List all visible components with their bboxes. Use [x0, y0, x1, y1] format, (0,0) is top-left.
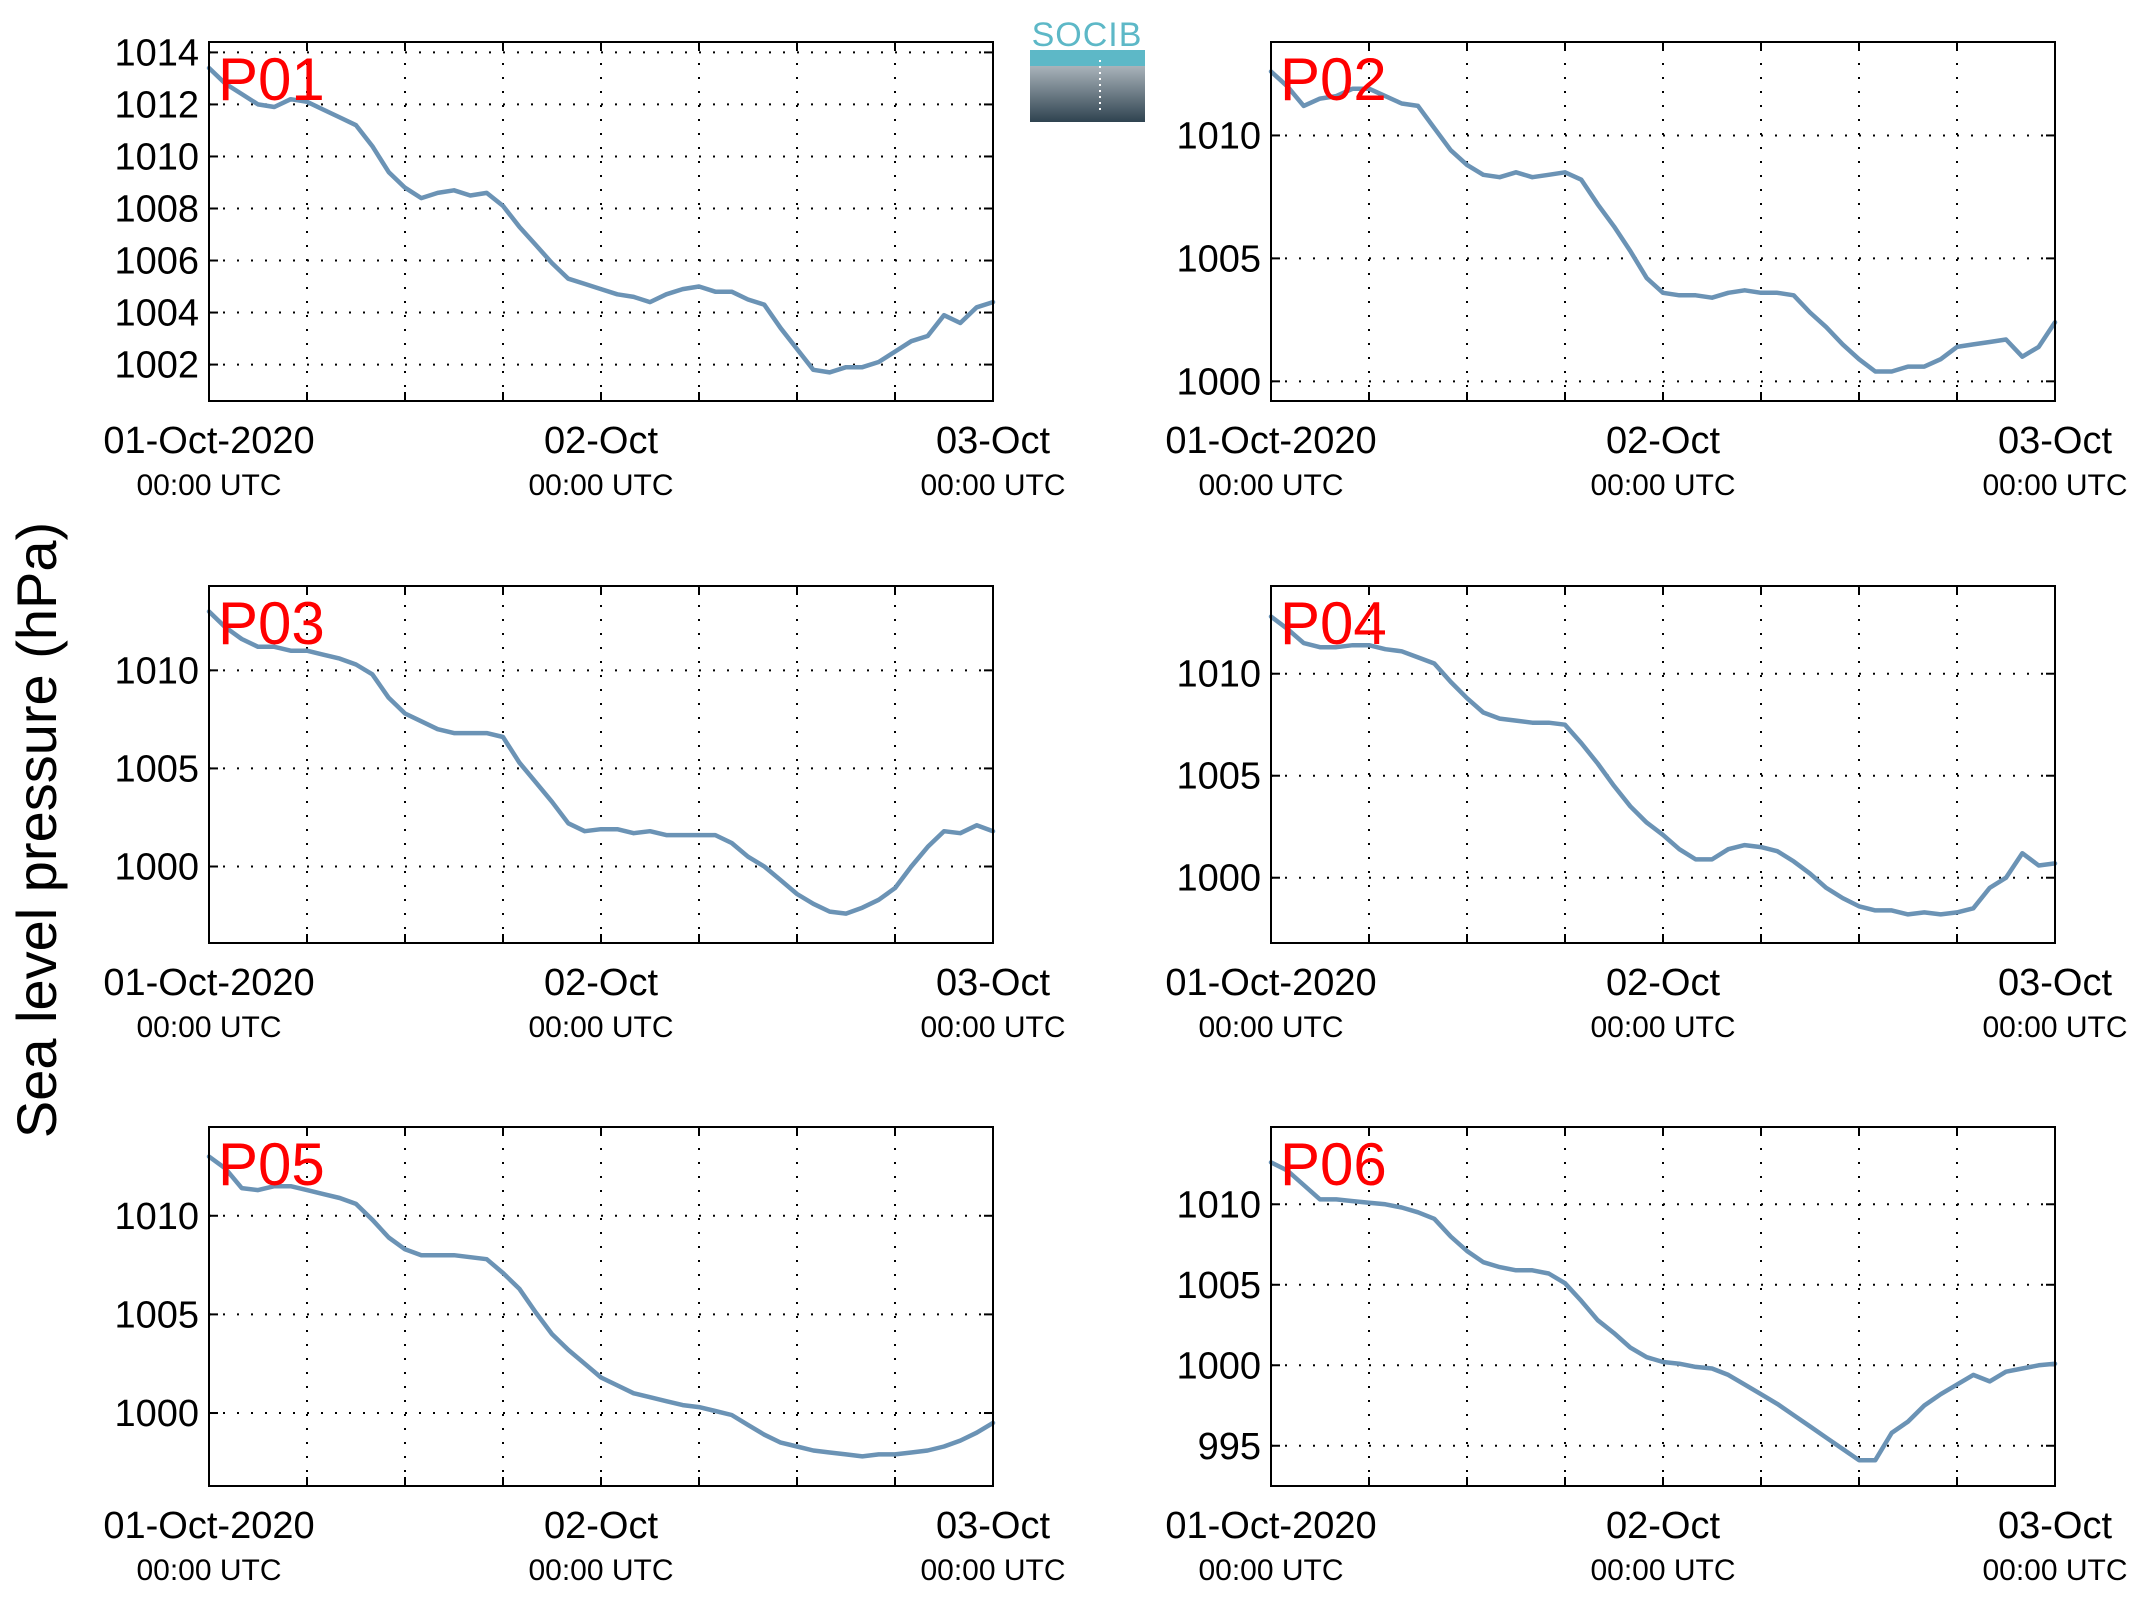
series-line-p01 [206, 65, 996, 375]
y-tick-label: 1010 [114, 1196, 199, 1238]
x-tick-label: 02-Oct [1606, 420, 1720, 462]
panel-title: P03 [218, 590, 325, 657]
x-tick-label: 01-Oct-2020 [1165, 420, 1376, 462]
y-tick-label: 1000 [1176, 1345, 1261, 1387]
socib-logo: SOCIB [1030, 16, 1145, 122]
y-tick-label: 1002 [114, 345, 199, 387]
x-tick-sublabel: 00:00 UTC [1198, 1011, 1343, 1044]
panel-title: P05 [218, 1131, 325, 1198]
y-tick-label: 995 [1198, 1426, 1261, 1468]
x-tick-sublabel: 00:00 UTC [136, 1011, 281, 1044]
logo-block [1030, 66, 1145, 122]
x-tick-label: 01-Oct-2020 [103, 420, 314, 462]
x-tick-sublabel: 00:00 UTC [1198, 1554, 1343, 1587]
y-tick-label: 1012 [114, 84, 199, 126]
series-line-p05 [206, 1154, 996, 1459]
plot-frame [1270, 585, 2056, 944]
x-tick-sublabel: 00:00 UTC [1198, 469, 1343, 502]
chart-panel-p02: 1000 1005 1010 01-Oct-2020 00:00 UTC 02-Oct 00… [1165, 41, 2128, 502]
logo-wave [1030, 50, 1145, 66]
chart-panel-p06: 995 1000 1005 1010 01-Oct-2020 00:00 UTC 02-Oc… [1165, 1126, 2128, 1587]
x-tick-label: 01-Oct-2020 [1165, 1505, 1376, 1547]
y-tick-label: 1010 [1176, 1184, 1261, 1226]
plot-frame [208, 585, 994, 944]
x-tick-sublabel: 00:00 UTC [528, 1554, 673, 1587]
y-tick-label: 1000 [1176, 361, 1261, 403]
x-tick-sublabel: 00:00 UTC [1590, 1554, 1735, 1587]
y-tick-label: 1005 [114, 1294, 199, 1336]
y-tick-label: 1005 [1176, 756, 1261, 798]
series-line-p02 [1268, 69, 2058, 374]
logo-text: SOCIB [1032, 16, 1143, 54]
x-tick-label: 02-Oct [544, 1505, 658, 1547]
x-tick-sublabel: 00:00 UTC [1590, 469, 1735, 502]
plot-frame [1270, 1126, 2056, 1487]
x-tick-sublabel: 00:00 UTC [1590, 1011, 1735, 1044]
y-tick-label: 1000 [114, 847, 199, 889]
x-tick-sublabel: 00:00 UTC [920, 469, 1065, 502]
y-tick-label: 1000 [114, 1393, 199, 1435]
x-tick-label: 03-Oct [1998, 1505, 2112, 1547]
y-tick-label: 1005 [1176, 1265, 1261, 1307]
panel-title: P04 [1280, 590, 1387, 657]
panel-title: P02 [1280, 46, 1387, 113]
chart-panel-p05: 1000 1005 1010 01-Oct-2020 00:00 UTC 02-Oct 00… [103, 1126, 1066, 1587]
y-tick-label: 1010 [1176, 115, 1261, 157]
x-tick-label: 01-Oct-2020 [103, 962, 314, 1004]
x-tick-label: 01-Oct-2020 [1165, 962, 1376, 1004]
y-tick-label: 1000 [1176, 858, 1261, 900]
x-tick-label: 02-Oct [544, 420, 658, 462]
x-tick-label: 01-Oct-2020 [103, 1505, 314, 1547]
x-tick-sublabel: 00:00 UTC [920, 1554, 1065, 1587]
chart-panel-p04: 1000 1005 1010 01-Oct-2020 00:00 UTC 02-Oct 00… [1165, 585, 2128, 1044]
panel-title: P06 [1280, 1131, 1387, 1198]
y-tick-label: 1006 [114, 241, 199, 283]
y-axis-label: Sea level pressure (hPa) [5, 522, 68, 1138]
x-tick-label: 03-Oct [1998, 962, 2112, 1004]
chart-panel-p03: 1000 1005 1010 01-Oct-2020 00:00 UTC 02-Oct 00… [103, 585, 1066, 1044]
x-tick-sublabel: 00:00 UTC [528, 1011, 673, 1044]
y-tick-label: 1005 [1176, 238, 1261, 280]
plot-frame [1270, 41, 2056, 402]
y-tick-label: 1014 [114, 32, 199, 74]
x-tick-label: 02-Oct [1606, 1505, 1720, 1547]
x-tick-label: 03-Oct [936, 420, 1050, 462]
chart-panel-p01: 1002 1004 1006 1008 1010 1012 1014 01-Oct-2020 0… [103, 32, 1065, 502]
y-tick-label: 1010 [114, 136, 199, 178]
plot-frame [208, 1126, 994, 1487]
x-tick-label: 03-Oct [936, 962, 1050, 1004]
x-tick-sublabel: 00:00 UTC [1982, 469, 2127, 502]
x-tick-label: 03-Oct [936, 1505, 1050, 1547]
x-tick-sublabel: 00:00 UTC [920, 1011, 1065, 1044]
y-tick-label: 1010 [1176, 654, 1261, 696]
x-tick-sublabel: 00:00 UTC [528, 469, 673, 502]
x-tick-label: 02-Oct [1606, 962, 1720, 1004]
x-tick-label: 02-Oct [544, 962, 658, 1004]
x-tick-sublabel: 00:00 UTC [1982, 1011, 2127, 1044]
x-tick-label: 03-Oct [1998, 420, 2112, 462]
x-tick-sublabel: 00:00 UTC [136, 469, 281, 502]
series-line-p04 [1268, 614, 2058, 917]
y-tick-label: 1008 [114, 188, 199, 230]
series-line-p06 [1268, 1160, 2058, 1463]
series-line-p03 [206, 609, 996, 916]
y-tick-label: 1004 [114, 293, 199, 335]
y-tick-label: 1010 [114, 650, 199, 692]
x-tick-sublabel: 00:00 UTC [1982, 1554, 2127, 1587]
panel-title: P01 [218, 46, 325, 113]
plot-frame [208, 41, 994, 402]
x-tick-sublabel: 00:00 UTC [136, 1554, 281, 1587]
y-tick-label: 1005 [114, 748, 199, 790]
